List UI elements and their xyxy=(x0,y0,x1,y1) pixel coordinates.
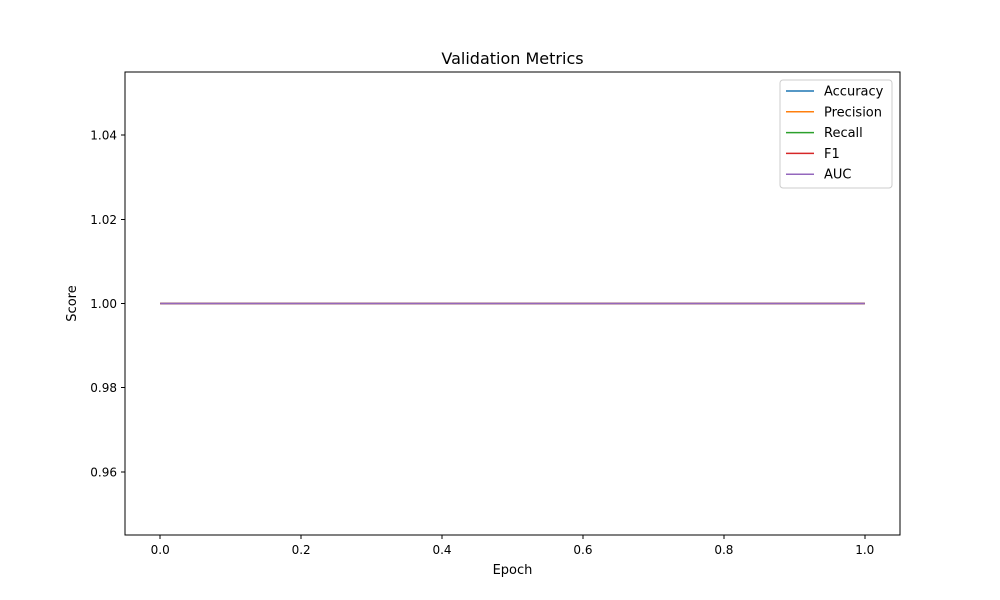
x-tick-label: 0.2 xyxy=(292,543,311,557)
legend-label-f1: F1 xyxy=(824,147,840,162)
y-axis: 0.96 0.98 1.00 1.02 1.04 xyxy=(90,129,125,479)
x-tick-label: 0.8 xyxy=(714,543,733,557)
x-tick-label: 0.6 xyxy=(573,543,592,557)
x-tick-label: 0.0 xyxy=(151,543,170,557)
chart-title: Validation Metrics xyxy=(441,49,583,68)
legend-label-auc: AUC xyxy=(824,168,852,183)
x-tick-label: 0.4 xyxy=(432,543,451,557)
x-axis-label: Epoch xyxy=(493,563,533,578)
x-axis: 0.0 0.2 0.4 0.6 0.8 1.0 xyxy=(151,535,874,557)
legend-label-accuracy: Accuracy xyxy=(824,85,884,100)
legend-box xyxy=(779,79,893,189)
y-axis-label: Score xyxy=(65,285,80,321)
y-tick-label: 0.98 xyxy=(90,381,117,395)
legend-label-precision: Precision xyxy=(824,105,882,120)
legend-label-recall: Recall xyxy=(824,126,863,141)
x-tick-label: 1.0 xyxy=(855,543,874,557)
y-tick-label: 0.96 xyxy=(90,465,117,479)
y-tick-label: 1.02 xyxy=(90,213,117,227)
legend: Accuracy Precision Recall F1 AUC xyxy=(779,79,893,189)
y-tick-label: 1.00 xyxy=(90,297,117,311)
y-tick-label: 1.04 xyxy=(90,129,117,143)
